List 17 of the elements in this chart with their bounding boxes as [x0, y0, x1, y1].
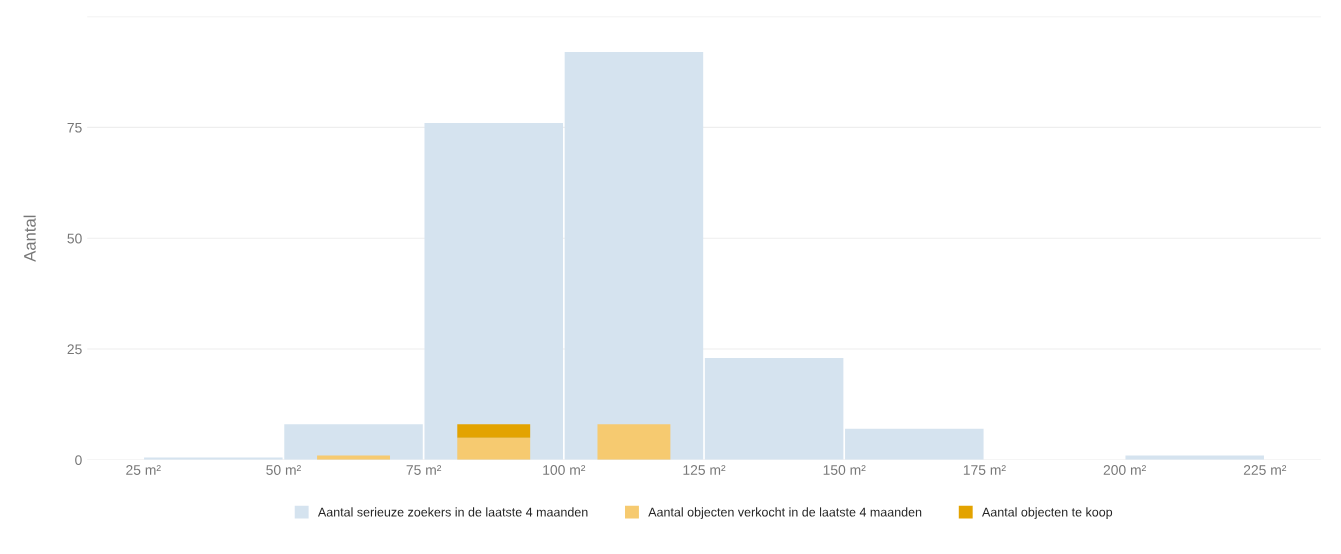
y-axis-title: Aantal: [23, 215, 36, 262]
x-tick-label: 175 m²: [963, 465, 1006, 475]
x-tick-label: 75 m²: [406, 465, 442, 475]
x-tick-label: 50 m²: [266, 465, 301, 475]
y-tick-label: 25: [67, 344, 82, 355]
x-tick-label: 25 m²: [126, 465, 161, 475]
x-tick-label: 150 m²: [823, 465, 866, 475]
legend-label: Aantal objecten te koop: [982, 507, 1113, 519]
x-tick-label: 125 m²: [683, 465, 726, 475]
y-tick-label: 75: [67, 122, 82, 133]
x-tick-label: 100 m²: [543, 465, 586, 475]
legend-label: Aantal serieuze zoekers in de laatste 4 maanden: [317, 507, 588, 517]
x-tick-label: 200 m²: [1103, 465, 1146, 475]
y-tick-label: 0: [75, 455, 82, 465]
legend-label: Aantal objecten verkocht in de laatste 4 maanden: [648, 507, 922, 519]
x-tick-label: 225 m²: [1243, 465, 1287, 475]
y-tick-label: 50: [67, 233, 82, 244]
